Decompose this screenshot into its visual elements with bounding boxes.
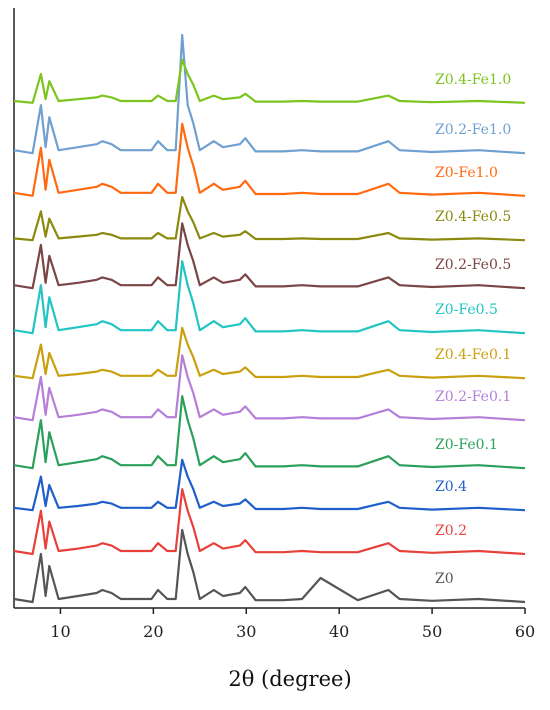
series-label: Z0.2-Fe0.5 — [435, 257, 511, 273]
xrd-trace — [13, 195, 526, 242]
xrd-trace — [13, 33, 526, 155]
series-label: Z0.2-Fe1.0 — [435, 122, 511, 138]
x-tick-label: 10 — [50, 622, 70, 641]
xrd-trace — [13, 528, 526, 604]
xrd-trace — [13, 488, 526, 556]
series-label: Z0-Fe0.1 — [435, 437, 498, 453]
xrd-trace — [13, 354, 526, 422]
series-label: Z0.4-Fe1.0 — [435, 72, 511, 88]
xrd-trace — [13, 458, 526, 512]
series-label: Z0 — [435, 571, 454, 587]
x-axis-label: 2θ (degree) — [228, 667, 351, 691]
x-tick-label: 40 — [329, 622, 349, 641]
x-tick-label: 50 — [422, 622, 442, 641]
series-label: Z0-Fe1.0 — [435, 165, 498, 181]
xrd-trace — [13, 122, 526, 197]
series-label: Z0.2-Fe0.1 — [435, 389, 511, 405]
x-tick-label: 20 — [143, 622, 163, 641]
xrd-trace — [13, 326, 526, 380]
x-tick-label: 30 — [236, 622, 256, 641]
series-label: Z0.4-Fe0.5 — [435, 209, 511, 225]
series-label: Z0.4-Fe0.1 — [435, 347, 511, 363]
series-label: Z0-Fe0.5 — [435, 302, 498, 318]
xrd-trace — [13, 395, 526, 470]
series-label: Z0.2 — [435, 523, 467, 539]
series-label: Z0.4 — [435, 479, 467, 495]
xrd-trace — [13, 58, 526, 104]
xrd-trace — [13, 222, 526, 290]
x-tick-label: 60 — [515, 622, 535, 641]
xrd-trace — [13, 260, 526, 335]
